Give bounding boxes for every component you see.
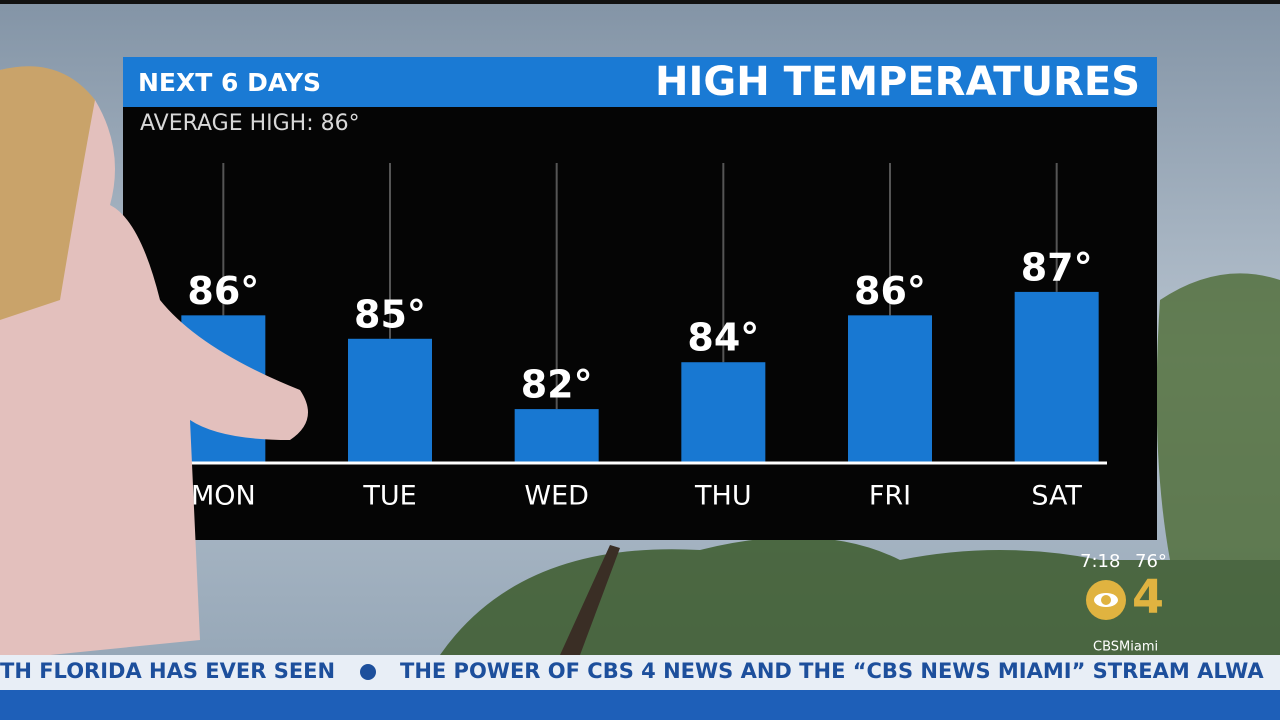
top-edge bbox=[0, 0, 1280, 4]
bar bbox=[1014, 291, 1099, 463]
bar bbox=[348, 338, 432, 463]
bar bbox=[514, 409, 599, 463]
x-tick-label: FRI bbox=[869, 481, 911, 512]
tree-foliage bbox=[1156, 273, 1280, 560]
chart-subtitle: NEXT 6 DAYS bbox=[138, 68, 321, 97]
annotation: AVERAGE HIGH: 86° bbox=[140, 111, 360, 136]
value-label: 85° bbox=[354, 292, 426, 336]
x-tick-label: WED bbox=[524, 481, 589, 512]
plot: 86° MON 85° TUE 82° WED 84° THU 86° FRI 87° SAT bbox=[181, 163, 1099, 512]
channel-logo: 4 bbox=[1132, 570, 1164, 624]
ticker-separator bbox=[360, 664, 376, 680]
chart-panel bbox=[123, 57, 1157, 540]
value-label: 86° bbox=[854, 269, 926, 313]
presenter-hair bbox=[0, 66, 95, 320]
ticker-text: THE POWER OF CBS 4 NEWS AND THE “CBS NEW… bbox=[400, 659, 1264, 683]
clock: 7:18 bbox=[1080, 551, 1120, 572]
current-temp: 76° bbox=[1135, 551, 1167, 572]
x-tick-label: TUE bbox=[362, 481, 416, 512]
ticker-band bbox=[0, 655, 1280, 690]
value-label: 86° bbox=[187, 269, 259, 313]
presenter bbox=[0, 68, 308, 660]
x-tick-label: SAT bbox=[1031, 481, 1082, 512]
header-band bbox=[123, 57, 1157, 107]
tree-foliage bbox=[440, 537, 1280, 655]
chart-title: HIGH TEMPERATURES bbox=[655, 59, 1140, 105]
cbs-eye-logo bbox=[1101, 595, 1111, 605]
value-label: 82° bbox=[521, 363, 593, 407]
tree-trunk bbox=[560, 545, 620, 655]
social-handle: CBSMiami bbox=[1093, 640, 1158, 655]
bar bbox=[848, 315, 932, 463]
value-label: 84° bbox=[687, 316, 759, 360]
ticker-base bbox=[0, 690, 1280, 720]
x-tick-label: MON bbox=[191, 481, 256, 512]
bar bbox=[681, 362, 766, 463]
value-label: 87° bbox=[1021, 245, 1093, 289]
ticker-text: TH FLORIDA HAS EVER SEEN bbox=[0, 659, 335, 683]
x-tick-label: THU bbox=[694, 481, 752, 512]
